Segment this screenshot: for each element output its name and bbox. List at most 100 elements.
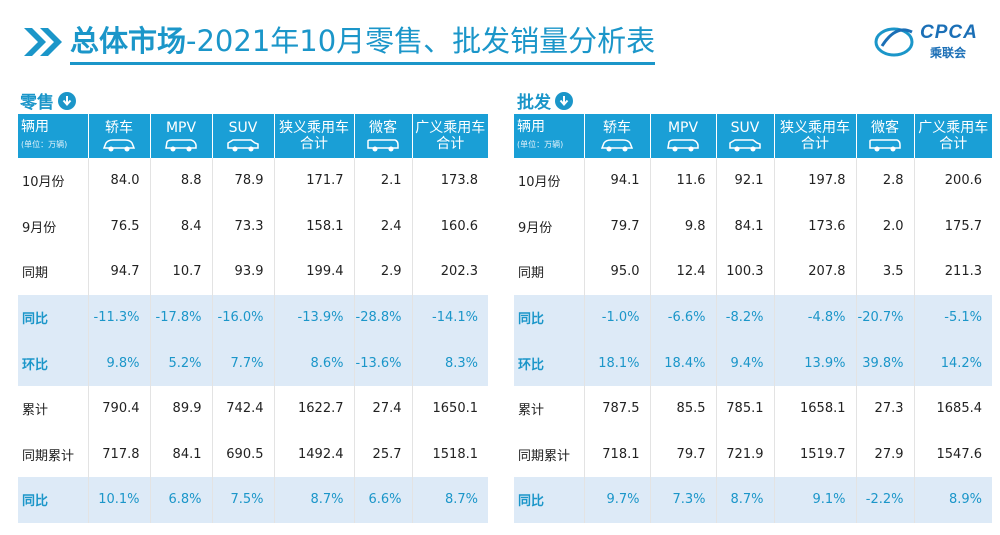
table-cell: 85.5 [650,385,717,432]
table-cell: 94.7 [88,249,151,295]
row-label: 同期累计 [18,431,89,478]
table-cell: -13.6% [354,340,413,386]
table-cell: 3.5 [856,249,915,295]
minibus-icon [367,139,399,152]
table-cell: 2.4 [354,203,413,250]
header-narrow-total: 狭义乘用车 合计 [774,114,857,158]
header-narrow-total: 狭义乘用车 合计 [274,114,355,158]
header-suv: SUV [716,114,775,158]
table-row: 累计 787.5 85.5 785.1 1658.1 27.3 1685.4 [514,385,992,432]
table-cell: 18.4% [650,340,717,386]
table-cell: 7.3% [650,477,717,523]
table-cell: 2.0 [856,203,915,250]
table-cell: 197.8 [774,158,857,204]
header-text: MPV [165,120,197,136]
table-cell: 84.1 [150,431,213,478]
wholesale-table-body: 10月份 94.1 11.6 92.1 197.8 2.8 200.6 9月份 79.7 9.8 8… [514,158,992,523]
table-cell: 2.1 [354,158,413,204]
table-cell: 785.1 [716,385,775,432]
row-label: 9月份 [514,203,585,250]
table-cell: 89.9 [150,385,213,432]
table-cell: -1.0% [584,294,651,341]
table-cell: 78.9 [212,158,275,204]
table-cell: 79.7 [650,431,717,478]
table-cell: 207.8 [774,249,857,295]
table-cell: 718.1 [584,431,651,478]
table-cell: 79.7 [584,203,651,250]
header-text: 广义乘用车 合计 [415,120,486,152]
table-cell: 13.9% [774,340,857,386]
table-row: 10月份 84.0 8.8 78.9 171.7 2.1 173.8 [18,158,488,204]
table-cell: 2.8 [856,158,915,204]
header-text: SUV [730,120,760,136]
table-cell: 9.7% [584,477,651,523]
logo-subtext: 乘联会 [930,46,967,60]
table-cell: 9.4% [716,340,775,386]
table-cell: 9.8 [650,203,717,250]
cpca-logo [874,27,914,57]
header-text: 微客 [369,120,397,136]
table-cell: 12.4 [650,249,717,295]
section-label-text: 批发 [517,93,551,113]
table-cell: 94.1 [584,158,651,204]
header-sedan: 轿车 [88,114,151,158]
logo-text: CPCA [920,22,978,43]
table-cell: 5.2% [150,340,213,386]
table-cell: 8.8 [150,158,213,204]
header-text: MPV [667,120,699,136]
table-cell: 1492.4 [274,431,355,478]
header-text: 轿车 [603,120,631,136]
title-bold: 总体市场 [70,24,187,58]
table-cell: -6.6% [650,294,717,341]
unit-note: (单位：万辆) [517,140,564,149]
table-cell: 76.5 [88,203,151,250]
table-cell: 27.3 [856,385,915,432]
table-row: 同比 10.1% 6.8% 7.5% 8.7% 6.6% 8.7% [18,477,488,523]
table-cell: 742.4 [212,385,275,432]
table-cell: 6.8% [150,477,213,523]
table-row: 同比 -1.0% -6.6% -8.2% -4.8% -20.7% -5.1% [514,294,992,341]
table-cell: 1685.4 [914,385,992,432]
table-row: 同比 9.7% 7.3% 8.7% 9.1% -2.2% 8.9% [514,477,992,523]
table-cell: 92.1 [716,158,775,204]
table-row: 环比 18.1% 18.4% 9.4% 13.9% 39.8% 14.2% [514,340,992,386]
section-label-retail: 零售 [20,88,76,113]
table-cell: 84.0 [88,158,151,204]
table-cell: 9.1% [774,477,857,523]
header-broad-total: 广义乘用车 合计 [412,114,488,158]
row-label: 累计 [514,385,585,432]
table-cell: 8.7% [716,477,775,523]
table-cell: 175.7 [914,203,992,250]
table-cell: 173.6 [774,203,857,250]
table-cell: 199.4 [274,249,355,295]
table-cell: 171.7 [274,158,355,204]
minibus-icon [869,139,901,152]
header-mpv: MPV [650,114,717,158]
header-label: 辆用 [517,119,545,135]
table-cell: -28.8% [354,294,413,341]
table-header-row: 辆用 (单位：万辆) 轿车 MPV SUV 狭义乘用车 合计 微客 广义乘用车 合计 [514,114,992,158]
wholesale-table: 辆用 (单位：万辆) 轿车 MPV SUV 狭义乘用车 合计 微客 广义乘用车 合计… [514,114,992,523]
table-cell: 790.4 [88,385,151,432]
table-cell: -13.9% [274,294,355,341]
row-label: 同比 [18,294,89,341]
suv-icon [227,139,259,152]
table-cell: 11.6 [650,158,717,204]
table-cell: 721.9 [716,431,775,478]
row-label: 10月份 [514,158,585,204]
down-arrow-circle-icon [555,91,573,110]
sedan-icon [102,139,136,152]
table-row: 9月份 79.7 9.8 84.1 173.6 2.0 175.7 [514,203,992,250]
table-cell: 173.8 [412,158,488,204]
table-cell: 2.9 [354,249,413,295]
table-row: 9月份 76.5 8.4 73.3 158.1 2.4 160.6 [18,203,488,250]
table-cell: 8.4 [150,203,213,250]
table-cell: 25.7 [354,431,413,478]
table-row: 同期 94.7 10.7 93.9 199.4 2.9 202.3 [18,249,488,295]
table-cell: 73.3 [212,203,275,250]
row-label: 同期 [514,249,585,295]
table-cell: 14.2% [914,340,992,386]
table-cell: 1622.7 [274,385,355,432]
table-cell: 39.8% [856,340,915,386]
header-minibus: 微客 [856,114,915,158]
